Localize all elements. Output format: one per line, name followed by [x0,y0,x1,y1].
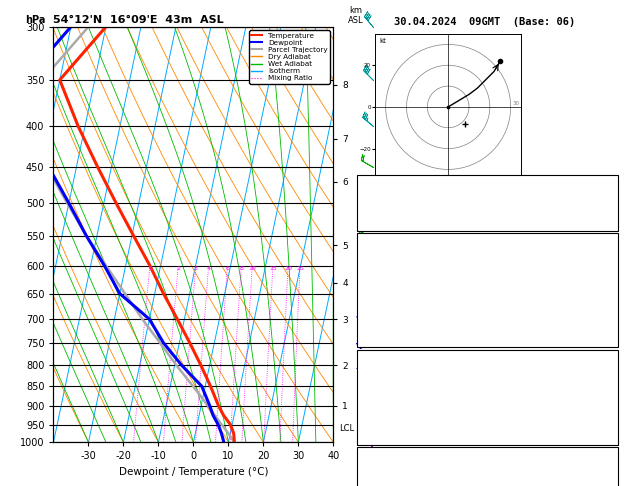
Text: 2.01: 2.01 [589,216,613,225]
Text: 0: 0 [607,330,613,338]
Text: Temp (°C): Temp (°C) [362,254,413,263]
Text: θe (K): θe (K) [362,385,396,394]
Text: 8.7: 8.7 [596,269,613,278]
Text: 314: 314 [596,385,613,394]
Text: CIN (J): CIN (J) [362,431,402,439]
Text: km
ASL: km ASL [348,6,364,25]
Text: 20: 20 [284,266,292,271]
Text: θe(K): θe(K) [362,284,391,293]
Text: 51: 51 [601,200,613,209]
Text: CIN (J): CIN (J) [362,330,402,338]
Text: 900: 900 [596,370,613,379]
Legend: Temperature, Dewpoint, Parcel Trajectory, Dry Adiabat, Wet Adiabat, Isotherm, Mi: Temperature, Dewpoint, Parcel Trajectory… [249,30,330,84]
Text: K: K [362,184,367,193]
X-axis label: Dewpoint / Temperature (°C): Dewpoint / Temperature (°C) [119,467,268,477]
Text: 0: 0 [607,314,613,323]
Text: CAPE (J): CAPE (J) [362,314,408,323]
Text: 25: 25 [296,266,304,271]
Text: Surface: Surface [467,238,507,246]
Text: © weatheronline.co.uk: © weatheronline.co.uk [442,473,533,482]
Text: 1: 1 [607,400,613,409]
Text: Hodograph: Hodograph [461,451,513,460]
Text: hPa: hPa [26,15,46,25]
Text: Lifted Index: Lifted Index [362,400,431,409]
Text: 4: 4 [206,266,211,271]
Text: 10: 10 [248,266,256,271]
Text: 6: 6 [226,266,230,271]
Text: Totals Totals: Totals Totals [362,200,437,209]
Text: 30: 30 [513,101,520,106]
Text: Dewp (°C): Dewp (°C) [362,269,413,278]
Text: PW (cm): PW (cm) [362,216,402,225]
Text: 0: 0 [607,416,613,424]
Text: 0: 0 [607,431,613,439]
Text: 109: 109 [596,468,613,477]
Text: 8: 8 [240,266,243,271]
Text: EH: EH [362,468,373,477]
Text: 128: 128 [596,483,613,486]
Text: 2: 2 [176,266,180,271]
Text: SREH: SREH [362,483,385,486]
Text: Most Unstable: Most Unstable [450,354,525,363]
Text: 30.04.2024  09GMT  (Base: 06): 30.04.2024 09GMT (Base: 06) [394,17,575,27]
Text: Lifted Index: Lifted Index [362,299,431,308]
Text: Pressure (mb): Pressure (mb) [362,370,437,379]
Text: 18: 18 [601,184,613,193]
Text: 302: 302 [596,284,613,293]
Text: LCL: LCL [339,424,354,433]
Text: 3: 3 [194,266,198,271]
Text: CAPE (J): CAPE (J) [362,416,408,424]
Text: 15: 15 [269,266,277,271]
Text: 11.7: 11.7 [589,254,613,263]
Text: kt: kt [379,38,386,44]
Text: 1: 1 [148,266,152,271]
Text: 9: 9 [607,299,613,308]
Text: 54°12'N  16°09'E  43m  ASL: 54°12'N 16°09'E 43m ASL [53,15,224,25]
